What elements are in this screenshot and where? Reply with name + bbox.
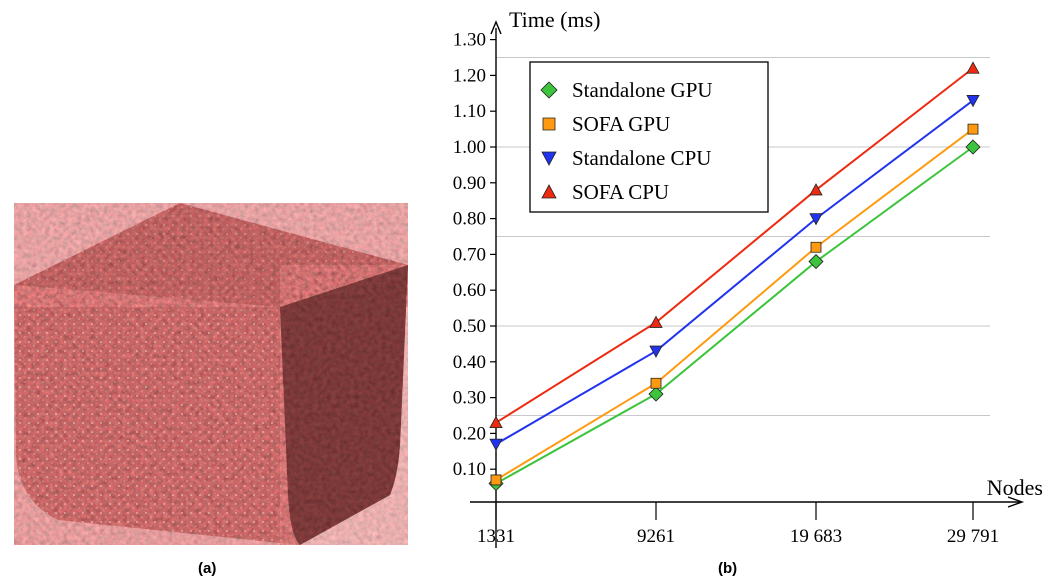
point-0-3 <box>965 139 981 155</box>
point-3-2 <box>809 183 823 196</box>
series-2 <box>489 95 980 451</box>
y-tick-label-1: 0.20 <box>453 423 486 444</box>
x-tick-label-3: 29 791 <box>947 526 999 547</box>
x-tick-label-1: 9261 <box>637 526 675 547</box>
cube-render-image <box>14 203 408 545</box>
y-tick-label-9: 1.00 <box>453 137 486 158</box>
y-tick-label-5: 0.60 <box>453 280 486 301</box>
x-tick-label-0: 1331 <box>477 526 515 547</box>
point-3-3 <box>966 61 980 74</box>
point-1-3 <box>967 123 979 135</box>
x-tick-label-2: 19 683 <box>790 526 842 547</box>
y-tick-label-7: 0.80 <box>453 209 486 230</box>
x-axis-title: Nodes <box>987 475 1043 500</box>
x-axis-arrow <box>1007 496 1025 508</box>
series-line-2 <box>495 99 974 446</box>
point-1-1 <box>650 377 662 389</box>
y-axis-arrow <box>490 20 502 35</box>
point-3-1 <box>649 315 663 328</box>
point-1-2 <box>810 241 822 253</box>
y-tick-label-2: 0.30 <box>453 388 486 409</box>
series-line-3 <box>495 67 974 424</box>
y-tick-label-4: 0.50 <box>453 316 486 337</box>
point-2-2 <box>809 213 823 226</box>
legend-marker-2 <box>541 151 557 166</box>
caption-b: (b) <box>718 560 738 577</box>
legend-marker-3 <box>541 184 557 199</box>
series-line-1 <box>495 128 974 481</box>
legend-box <box>529 61 769 213</box>
series-line-0 <box>495 146 974 485</box>
series-1 <box>490 123 979 486</box>
caption-a: (a) <box>198 560 217 577</box>
point-0-1 <box>648 386 664 402</box>
y-tick-label-8: 0.90 <box>453 173 486 194</box>
point-2-1 <box>649 345 663 358</box>
legend-label-3: SOFA CPU <box>572 180 669 204</box>
y-tick-label-11: 1.20 <box>453 65 486 86</box>
legend-label-2: Standalone CPU <box>572 146 711 170</box>
y-tick-label-0: 0.10 <box>453 459 486 480</box>
series-layer <box>488 61 981 492</box>
y-tick-label-3: 0.40 <box>453 352 486 373</box>
series-3 <box>489 61 980 429</box>
point-1-0 <box>490 474 502 486</box>
legend-marker-1 <box>542 117 556 131</box>
y-tick-label-6: 0.70 <box>453 244 486 265</box>
y-tick-label-12: 1.30 <box>453 30 486 51</box>
y-tick-label-10: 1.10 <box>453 101 486 122</box>
legend-marker-0 <box>540 81 558 99</box>
legend-label-1: SOFA GPU <box>572 112 670 136</box>
point-0-2 <box>808 253 824 270</box>
point-3-0 <box>489 415 503 429</box>
legend: Standalone GPU SOFA GPU Standalone CPU SOFA… <box>529 61 769 213</box>
axes: 0.10 0.20 0.30 0.40 0.50 0.60 0.70 0.80 0.90 1.00… <box>453 7 1043 548</box>
y-axis-title: Time (ms) <box>509 7 600 32</box>
point-2-0 <box>489 438 503 451</box>
point-2-3 <box>966 95 980 108</box>
legend-label-0: Standalone GPU <box>572 78 713 102</box>
